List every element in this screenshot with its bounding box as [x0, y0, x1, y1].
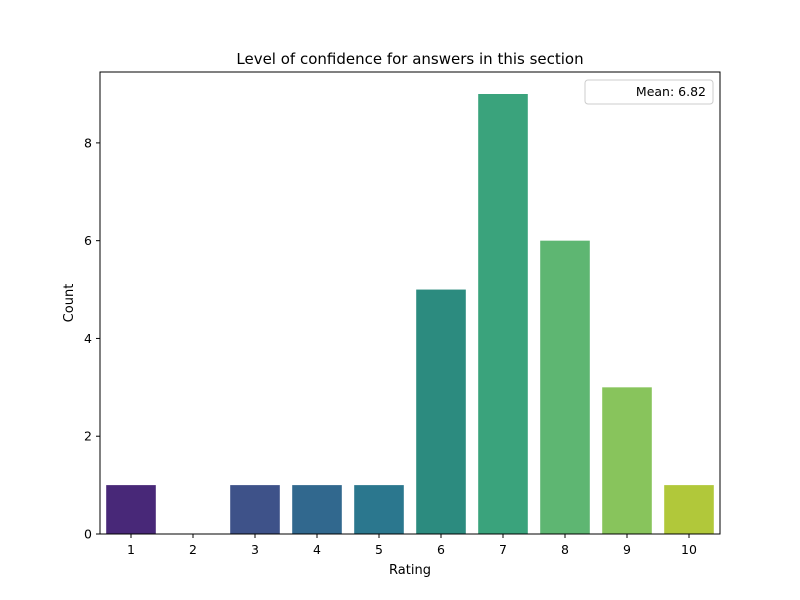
- legend: Mean: 6.82: [584, 79, 714, 105]
- legend-box: [584, 79, 714, 105]
- x-tick-label: 7: [499, 542, 507, 557]
- bar-rating-9: [602, 387, 652, 534]
- bar-rating-3: [230, 485, 280, 534]
- bar-rating-10: [664, 485, 714, 534]
- x-tick-label: 1: [127, 542, 135, 557]
- y-tick-label: 2: [84, 429, 92, 444]
- y-tick-label: 6: [84, 233, 92, 248]
- x-tick-label: 5: [375, 542, 383, 557]
- x-tick-label: 8: [561, 542, 569, 557]
- x-tick-label: 6: [437, 542, 445, 557]
- bar-rating-4: [292, 485, 342, 534]
- x-tick-label: 3: [251, 542, 259, 557]
- bar-rating-1: [106, 485, 156, 534]
- bar-rating-5: [354, 485, 404, 534]
- bar-rating-8: [540, 240, 590, 535]
- y-tick-label: 0: [84, 527, 92, 542]
- x-tick-label: 4: [313, 542, 321, 557]
- x-tick-label: 2: [189, 542, 197, 557]
- y-axis-ticks: 0 2 4 6 8: [84, 135, 100, 542]
- legend-label: Mean: 6.82: [636, 84, 706, 99]
- x-axis-label: Rating: [389, 563, 431, 578]
- plot-frame: [99, 71, 721, 535]
- y-axis-label: Count: [62, 284, 77, 323]
- bar-rating-6: [416, 289, 466, 534]
- x-axis-ticks: 1 2 3 4 5 6 7 8 9 10: [127, 534, 697, 557]
- x-tick-label: 10: [681, 542, 697, 557]
- chart-title: Level of confidence for answers in this …: [236, 50, 583, 68]
- bars-group: [106, 94, 714, 535]
- bar-rating-7: [478, 94, 528, 534]
- y-tick-label: 8: [84, 135, 92, 150]
- x-tick-label: 9: [623, 542, 631, 557]
- y-tick-label: 4: [84, 331, 92, 346]
